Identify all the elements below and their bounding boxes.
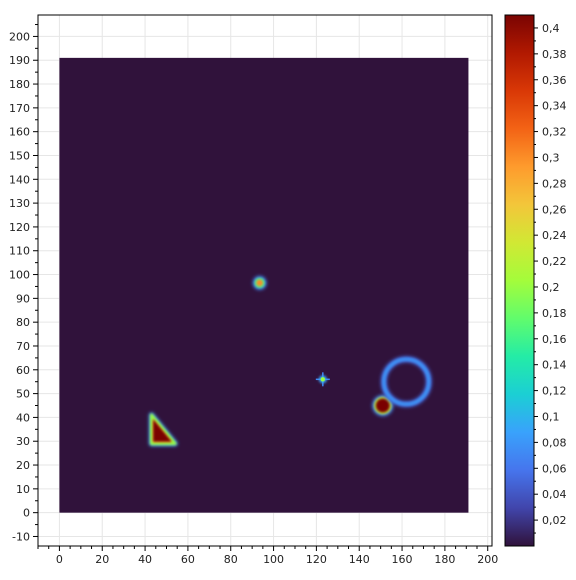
plot-border — [37, 14, 493, 547]
colorbar-tick-label: 0,36 — [542, 74, 567, 87]
colorbar-tick-label: 0,12 — [542, 385, 567, 398]
y-tick-label: 200 — [9, 30, 30, 43]
x-tick-label: 160 — [392, 553, 413, 566]
colorbar-tick-label: 0,22 — [542, 255, 567, 268]
y-tick-label: 130 — [9, 197, 30, 210]
y-tick-label: 60 — [16, 364, 30, 377]
colorbar-tick-label: 0,32 — [542, 126, 567, 139]
y-tick-label: 100 — [9, 269, 30, 282]
feature-core — [375, 398, 390, 413]
colorbar-tick-label: 0,38 — [542, 48, 567, 61]
y-tick-label: 140 — [9, 173, 30, 186]
colorbar-tick-label: 0,02 — [542, 514, 567, 527]
colorbar-tick-label: 0,34 — [542, 100, 567, 113]
feature-core — [320, 377, 326, 382]
colorbar: 0,02 0,04 0,06 0,08 0,1 0,12 0,14 0,16 0,18 0,2 0,… — [504, 14, 567, 547]
colorbar-tick-label: 0,24 — [542, 229, 567, 242]
y-tick-label: 20 — [16, 459, 30, 472]
heatmap-field — [59, 57, 469, 513]
x-tick-label: 40 — [138, 553, 152, 566]
x-tick-label: 200 — [477, 553, 498, 566]
x-tick-label: 60 — [181, 553, 195, 566]
colorbar-tick-label: 0,16 — [542, 333, 567, 346]
y-tick-label: 40 — [16, 411, 30, 424]
colorbar-tick-label: 0,28 — [542, 177, 567, 190]
x-tick-label: 120 — [306, 553, 327, 566]
y-tick-label: 10 — [16, 483, 30, 496]
colorbar-tick-label: 0,06 — [542, 462, 567, 475]
colorbar-tick-label: 0,1 — [542, 410, 560, 423]
colorbar-tick-label: 0,04 — [542, 488, 567, 501]
colorbar-tick-label: 0,4 — [542, 22, 560, 35]
y-tick-label: 180 — [9, 78, 30, 91]
x-tick-label: 0 — [56, 553, 63, 566]
y-tick-label: 30 — [16, 435, 30, 448]
colorbar-tick-label: 0,2 — [542, 281, 560, 294]
x-tick-label: 80 — [224, 553, 238, 566]
colorbar-tick-label: 0,18 — [542, 307, 567, 320]
y-tick-label: -10 — [12, 530, 30, 543]
colorbar-tick-label: 0,26 — [542, 203, 567, 216]
colorbar-scale — [504, 14, 535, 547]
y-tick-label: 160 — [9, 126, 30, 139]
y-tick-label: 190 — [9, 54, 30, 67]
colorbar-tick-label: 0,3 — [542, 151, 560, 164]
y-tick-label: 150 — [9, 149, 30, 162]
x-tick-label: 180 — [434, 553, 455, 566]
heatmap-feature-blob-left-of-ring — [372, 395, 394, 417]
heatmap-feature-spot — [252, 276, 267, 290]
y-tick-label: 80 — [16, 316, 30, 329]
y-tick-label: 0 — [23, 507, 30, 520]
x-tick-label: 100 — [263, 553, 284, 566]
y-tick-label: 170 — [9, 102, 30, 115]
heatmap-feature-sparkle — [315, 372, 330, 387]
y-tick-label: 120 — [9, 221, 30, 234]
x-tick-label: 20 — [95, 553, 109, 566]
heatmap-feature-triangle — [149, 412, 178, 447]
y-tick-label: 110 — [9, 245, 30, 258]
y-tick-label: 50 — [16, 388, 30, 401]
x-tick-label: 140 — [349, 553, 370, 566]
colorbar-tick-label: 0,08 — [542, 436, 567, 449]
y-tick-label: 90 — [16, 292, 30, 305]
y-tick-label: 70 — [16, 340, 30, 353]
feature-core — [153, 418, 172, 442]
axes: 0 20 40 60 80 100 120 140 160 180 200 -10 0 10 20 30 40 5… — [9, 14, 498, 566]
feature-ring — [382, 357, 431, 406]
heatmap-feature-ring — [380, 356, 432, 408]
colorbar-tick-label: 0,14 — [542, 359, 567, 372]
feature-core — [256, 279, 264, 287]
